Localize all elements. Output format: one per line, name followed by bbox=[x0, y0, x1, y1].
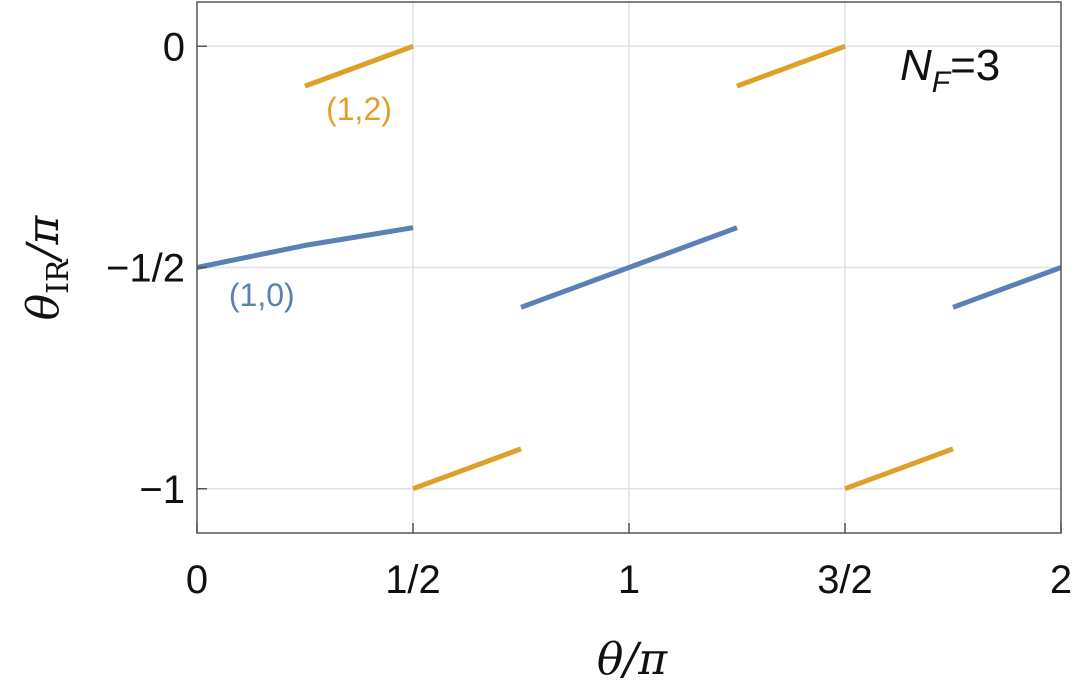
x-tick-label: 3/2 bbox=[817, 558, 873, 602]
series-1-segment-2 bbox=[736, 43, 846, 89]
annotation-rest: =3 bbox=[950, 41, 1000, 90]
y-tick-label: −1 bbox=[139, 468, 185, 512]
series-0-segment-0 bbox=[196, 225, 414, 270]
x-tick-label: 0 bbox=[186, 558, 208, 602]
series-0-segment-2 bbox=[952, 265, 1062, 310]
series-1-segment-3 bbox=[844, 446, 954, 492]
axis-ticks bbox=[196, 45, 1062, 533]
y-axis-label-rest: /π bbox=[18, 215, 69, 264]
annotation-main: N bbox=[900, 41, 932, 90]
series-label: (1,0) bbox=[229, 277, 295, 313]
y-axis-label-sub: IR bbox=[41, 258, 76, 294]
x-tick-label: 1 bbox=[618, 558, 640, 602]
y-tick-label: 0 bbox=[163, 25, 185, 69]
series-labels: (1,2) (1,0) bbox=[229, 91, 392, 313]
y-axis-label: θIR/π bbox=[18, 215, 76, 321]
series-0-segment-1 bbox=[520, 225, 738, 310]
series-lines bbox=[196, 43, 1062, 492]
series-1-segment-1 bbox=[412, 446, 522, 492]
x-axis-label: θ/π bbox=[597, 634, 668, 685]
x-tick-label: 2 bbox=[1050, 558, 1072, 602]
y-axis-label-main: θ bbox=[18, 294, 69, 321]
tick-labels: 0 1/2 1 3/2 2 0 −1/2 −1 bbox=[106, 25, 1072, 602]
y-tick-label: −1/2 bbox=[106, 247, 185, 291]
annotation-sub: F bbox=[932, 66, 952, 99]
x-tick-label: 1/2 bbox=[385, 558, 441, 602]
series-label: (1,2) bbox=[326, 91, 392, 127]
nf-annotation: NF=3 bbox=[900, 41, 1000, 99]
series-1-segment-0 bbox=[304, 43, 414, 89]
